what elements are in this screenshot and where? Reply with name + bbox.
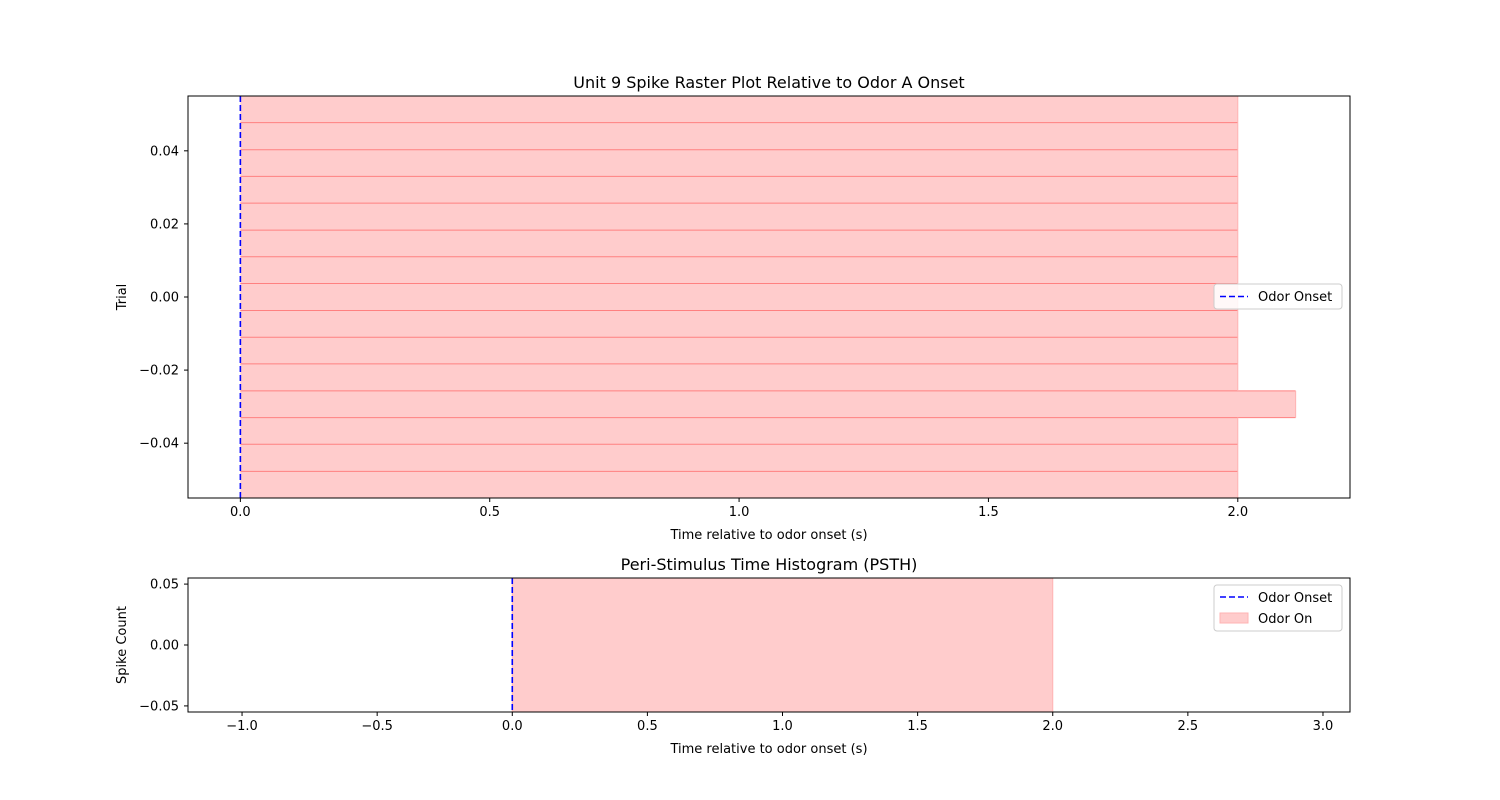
psth-ytick-label: −0.05: [139, 699, 179, 714]
raster-xlabel: Time relative to odor onset (s): [669, 528, 867, 543]
psth-xtick-label: 1.0: [772, 719, 793, 734]
raster-axes-frame: [187, 95, 1351, 499]
raster-odor-window: [240, 283, 1238, 311]
raster-legend: Odor Onset: [1213, 283, 1343, 310]
raster-odor-window: [240, 444, 1238, 472]
raster-xtick-label: 2.0: [1227, 505, 1248, 520]
raster-ytick-label: −0.02: [139, 364, 179, 379]
raster-xtick-label: 1.5: [978, 505, 999, 520]
raster-odor-window: [240, 363, 1238, 391]
raster-xtick-label: 0.0: [230, 505, 251, 520]
psth-xtick-label: −1.0: [226, 719, 258, 734]
raster-ytick-label: 0.00: [150, 291, 179, 306]
raster-odor-window: [240, 176, 1238, 204]
psth-ytick-label: 0.00: [150, 639, 179, 654]
raster-odor-window: [240, 417, 1238, 445]
psth-odor-window: [511, 577, 1054, 713]
raster-odor-window: [240, 310, 1238, 338]
raster-odor-window: [240, 203, 1238, 231]
raster-odor-window: [240, 122, 1238, 150]
raster-odor-window: [240, 149, 1238, 177]
psth-xtick-label: 1.5: [907, 719, 928, 734]
raster-xtick-label: 0.5: [479, 505, 500, 520]
psth-xtick-label: −0.5: [361, 719, 393, 734]
raster-odor-window: [240, 471, 1238, 498]
raster-odor-window: [240, 96, 1238, 123]
psth-legend-onset-label: Odor Onset: [1258, 591, 1332, 606]
raster-ytick-label: 0.04: [150, 144, 179, 159]
raster-title: Unit 9 Spike Raster Plot Relative to Odo…: [573, 73, 964, 92]
raster-ticks: 0.0 0.5 1.0 1.5 2.0 −0.04 −0.02 0.00 0.02 0.04: [139, 144, 1248, 520]
raster-ylabel: Trial: [115, 284, 130, 312]
raster-xtick-label: 1.0: [729, 505, 750, 520]
raster-ytick-label: −0.04: [139, 437, 179, 452]
raster-odor-window: [240, 390, 1296, 418]
raster-panel: Unit 9 Spike Raster Plot Relative to Odo…: [115, 73, 1351, 543]
psth-ylabel: Spike Count: [115, 606, 130, 684]
psth-legend: Odor Onset Odor On: [1213, 584, 1343, 632]
psth-legend-odor-swatch: [1219, 612, 1249, 624]
psth-xlabel: Time relative to odor onset (s): [669, 742, 867, 757]
psth-panel: Peri-Stimulus Time Histogram (PSTH) −1.0…: [115, 555, 1351, 757]
raster-legend-onset-label: Odor Onset: [1258, 290, 1332, 305]
psth-axes-frame: [187, 577, 1351, 713]
raster-ytick-label: 0.02: [150, 217, 179, 232]
psth-ytick-label: 0.05: [150, 578, 179, 593]
raster-legend-box: [1213, 283, 1343, 310]
psth-title: Peri-Stimulus Time Histogram (PSTH): [621, 555, 918, 574]
psth-xtick-label: 2.5: [1178, 719, 1199, 734]
raster-odor-windows: [240, 96, 1297, 498]
raster-odor-window: [240, 337, 1238, 364]
psth-xtick-label: 0.0: [502, 719, 523, 734]
psth-xtick-label: 2.0: [1042, 719, 1063, 734]
raster-odor-window: [240, 230, 1238, 257]
psth-xtick-label: 3.0: [1313, 719, 1334, 734]
psth-xtick-label: 0.5: [637, 719, 658, 734]
raster-odor-window: [240, 256, 1238, 284]
psth-legend-odor-label: Odor On: [1258, 612, 1312, 627]
psth-ticks: −1.0 −0.5 0.0 0.5 1.0 1.5 2.0 2.5 3.0 −0.05 0.00 0.…: [139, 578, 1333, 734]
